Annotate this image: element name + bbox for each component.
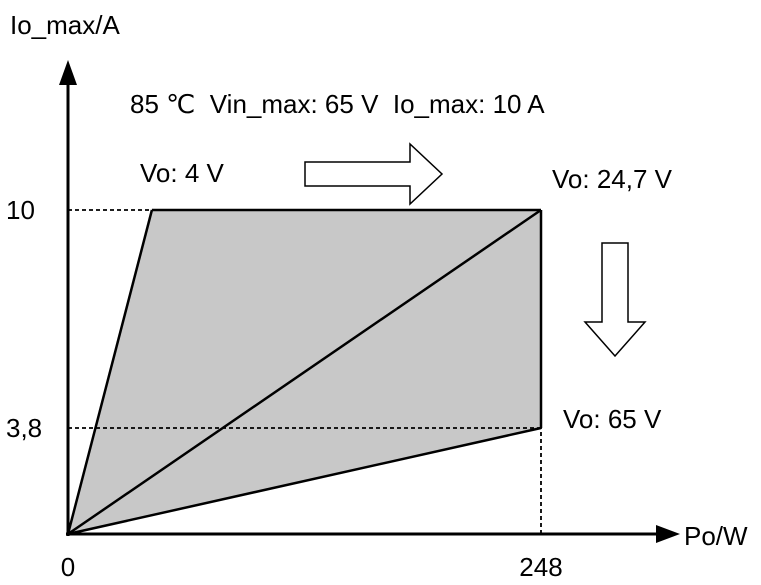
vo-low-label: Vo: 4 V [140, 158, 224, 188]
x-tick-label-0: 0 [61, 552, 75, 582]
series-line-1 [67, 208, 542, 536]
tick-labels: 0 248 10 3,8 [6, 195, 563, 582]
down-arrow-icon [583, 242, 647, 358]
x-tick-label-1: 248 [519, 552, 562, 582]
vo-high-label: Vo: 65 V [563, 404, 662, 434]
series-line-0 [66, 209, 154, 535]
y-axis-label: Io_max/A [10, 10, 120, 40]
y-axis-arrowhead [59, 60, 77, 85]
x-axis-label: Po/W [684, 521, 748, 551]
right-arrow-icon [304, 142, 444, 206]
x-axis-arrowhead [656, 525, 680, 543]
y-tick-label-0: 10 [6, 195, 35, 225]
y-tick-label-1: 3,8 [6, 413, 42, 443]
vo-mid-label: Vo: 24,7 V [552, 164, 673, 194]
conditions-annotation: 85 ℃ Vin_max: 65 V Io_max: 10 A [130, 89, 545, 119]
series-line-2 [67, 426, 542, 536]
series-lines [66, 208, 543, 536]
